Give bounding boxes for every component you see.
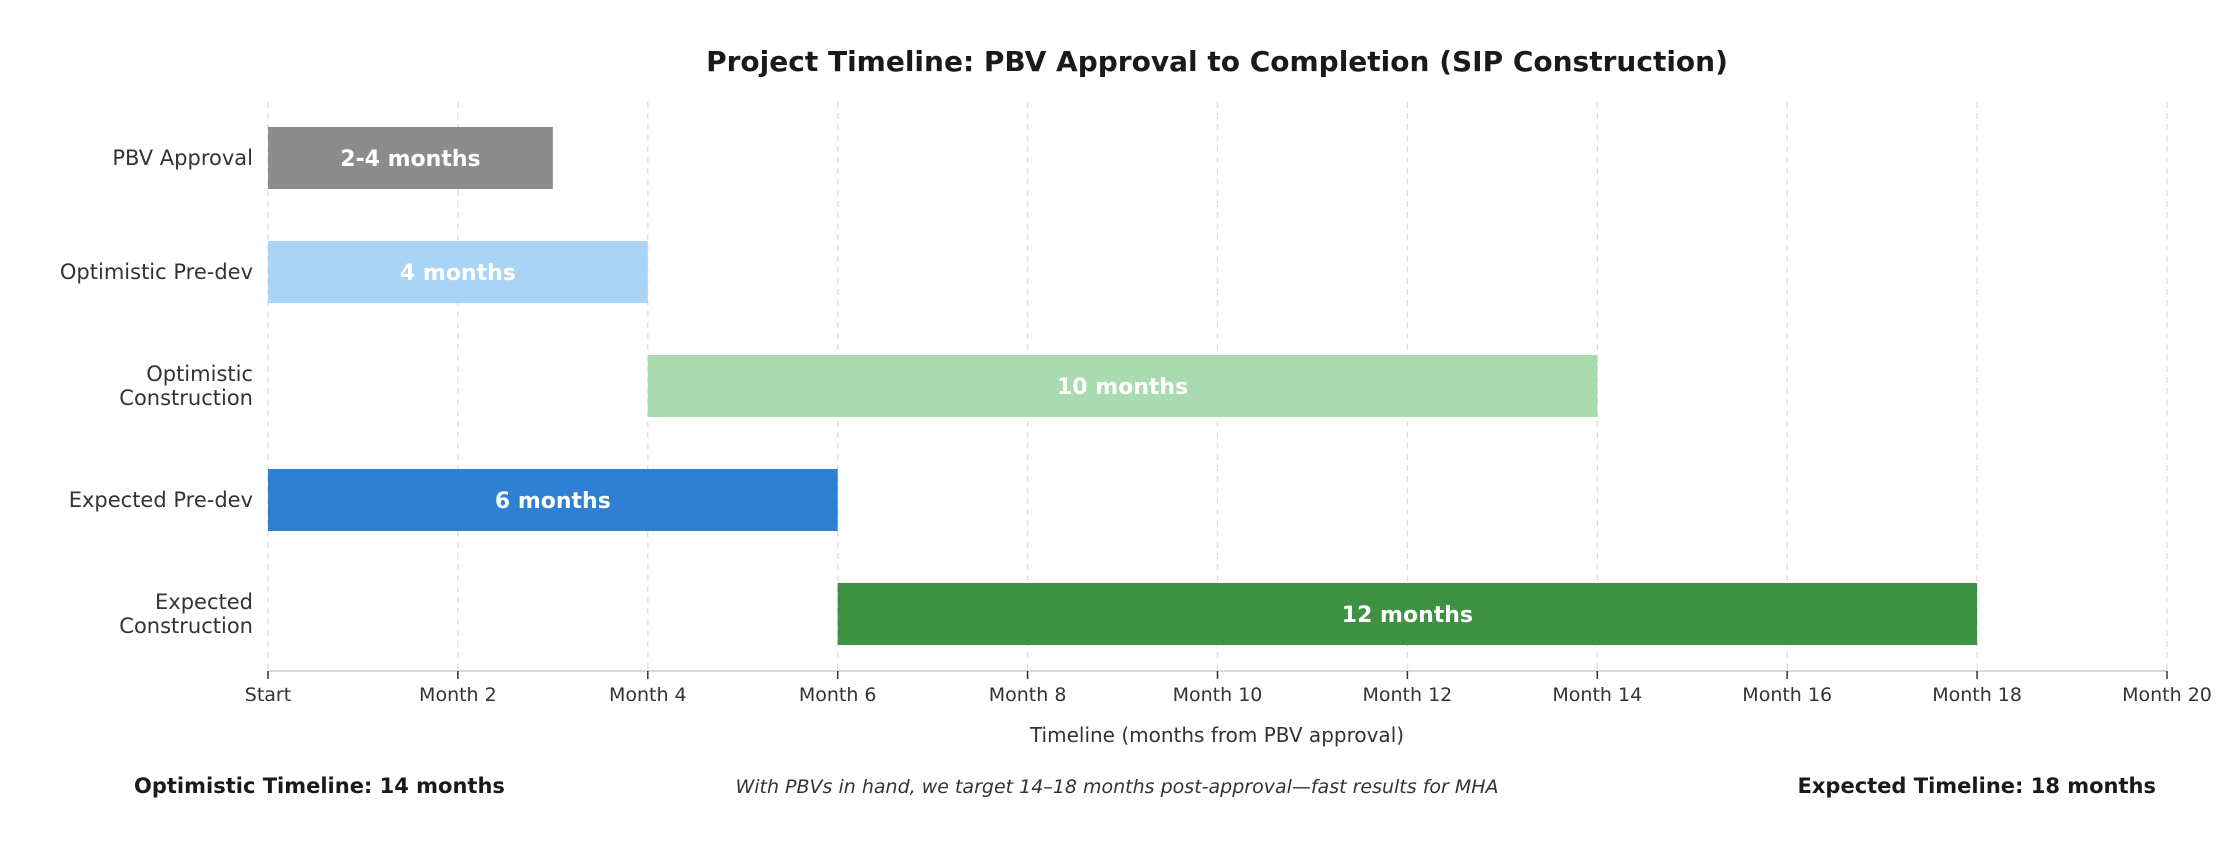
bar-pbv-approval [268,127,553,189]
category-label: Optimistic [146,362,253,386]
category-label: Optimistic Pre-dev [60,260,253,284]
bar-label: 12 months [1342,603,1473,628]
optimistic-timeline-summary: Optimistic Timeline: 14 months [134,774,505,798]
category-label: Construction [119,386,253,410]
x-tick-label: Month 4 [609,684,687,706]
bar-label: 2-4 months [340,147,480,172]
bars-group: 2-4 months 4 months 10 months 6 months 12 mo… [268,127,1978,645]
x-axis-ticks: Start Month 2 Month 4 Month 6 Month 8 Month 1… [245,671,2212,706]
x-tick-label: Month 18 [1932,684,2022,706]
bar-expected-construction [837,583,1978,645]
x-tick-label: Month 10 [1173,684,1263,706]
bar-optimistic-pre-dev [268,241,648,303]
category-label: Construction [119,614,253,638]
bar-expected-pre-dev [268,469,838,531]
grid-lines [267,102,2168,671]
chart-title: Project Timeline: PBV Approval to Comple… [706,45,1728,78]
x-tick-label: Month 20 [2122,684,2212,706]
category-label: Expected [155,590,253,614]
x-tick-label: Month 6 [799,684,877,706]
x-axis-title: Timeline (months from PBV approval) [1029,723,1404,747]
x-tick-label: Month 8 [989,684,1067,706]
category-label: PBV Approval [112,146,253,170]
bar-label: 10 months [1057,375,1188,400]
expected-timeline-summary: Expected Timeline: 18 months [1798,774,2156,798]
x-tick-label: Month 16 [1742,684,1832,706]
timeline-note: With PBVs in hand, we target 14–18 month… [735,776,1498,798]
x-tick-label: Month 2 [419,684,497,706]
x-tick-label: Start [245,684,291,706]
bar-label: 6 months [495,489,611,514]
x-tick-label: Month 12 [1363,684,1453,706]
category-label: Expected Pre-dev [69,488,253,512]
bar-label: 4 months [400,261,516,286]
category-labels: PBV Approval Optimistic Pre-dev Optimistic… [60,146,253,638]
x-tick-label: Month 14 [1552,684,1642,706]
bar-optimistic-construction [647,355,1598,417]
